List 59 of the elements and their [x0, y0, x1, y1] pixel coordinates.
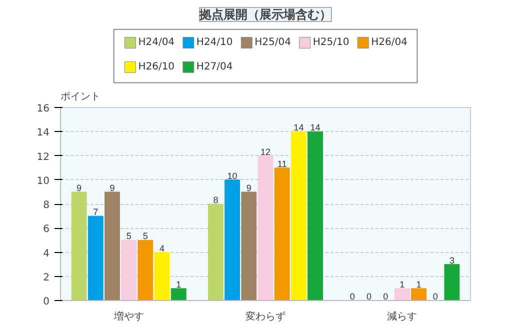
- y-tick-label: 14: [36, 128, 50, 139]
- bar: [88, 216, 104, 300]
- data-label: 0: [366, 292, 372, 302]
- bar: [308, 131, 324, 300]
- bar: [411, 288, 426, 300]
- data-label: 9: [110, 182, 115, 193]
- data-label: 11: [277, 158, 287, 169]
- chart-title: 拠点展開（展示場含む）: [198, 8, 332, 22]
- bar: [138, 240, 154, 300]
- y-axis-title: ポイント: [60, 92, 100, 102]
- y-tick-label: 6: [43, 224, 50, 236]
- data-label: 14: [310, 122, 320, 133]
- legend-label: H26/10: [138, 62, 175, 73]
- data-label: 10: [227, 170, 238, 181]
- y-tick-label: 2: [43, 272, 50, 284]
- data-label: 14: [294, 122, 304, 133]
- bar: [444, 264, 460, 300]
- data-label: 7: [93, 207, 98, 218]
- data-label: 12: [260, 146, 271, 157]
- bar: [170, 288, 186, 300]
- bar: [241, 192, 257, 300]
- y-tick-label: 12: [36, 152, 50, 163]
- data-label: 0: [432, 292, 438, 302]
- data-label: 0: [383, 292, 388, 302]
- bar: [290, 131, 306, 300]
- data-label: 9: [246, 182, 252, 193]
- bar: [394, 288, 410, 300]
- bar: [104, 192, 120, 300]
- y-tick-label: 8: [43, 200, 50, 211]
- bar: [121, 240, 137, 300]
- data-label: 4: [160, 243, 165, 254]
- bar: [154, 252, 170, 300]
- x-tick-label: 減らす: [387, 310, 418, 322]
- data-label: 5: [142, 231, 148, 242]
- x-tick-label: 変わらず: [246, 310, 286, 322]
- y-tick-label: 0: [43, 296, 50, 308]
- legend-label: H25/10: [312, 37, 350, 48]
- legend-label: H26/04: [371, 37, 408, 48]
- x-tick-label: 増やす: [112, 310, 144, 322]
- data-label: 3: [449, 255, 454, 266]
- data-label: 9: [76, 182, 82, 193]
- data-label: 1: [416, 279, 422, 290]
- data-label: 5: [126, 231, 132, 242]
- bar: [224, 180, 240, 300]
- data-label: 0: [350, 292, 355, 302]
- legend-label: H24/04: [138, 37, 175, 48]
- bar: [71, 192, 87, 300]
- y-tick-label: 4: [43, 248, 50, 260]
- data-label: 1: [400, 279, 405, 290]
- bar: [208, 204, 224, 300]
- data-label: 8: [213, 195, 218, 205]
- legend-label: H24/10: [196, 37, 233, 48]
- bar: [258, 156, 274, 300]
- legend-label: H25/04: [254, 37, 291, 48]
- bar: [274, 168, 290, 300]
- y-tick-label: 16: [36, 104, 50, 114]
- data-label: 1: [176, 279, 182, 290]
- y-tick-label: 10: [36, 176, 50, 187]
- legend-label: H27/04: [196, 62, 233, 73]
